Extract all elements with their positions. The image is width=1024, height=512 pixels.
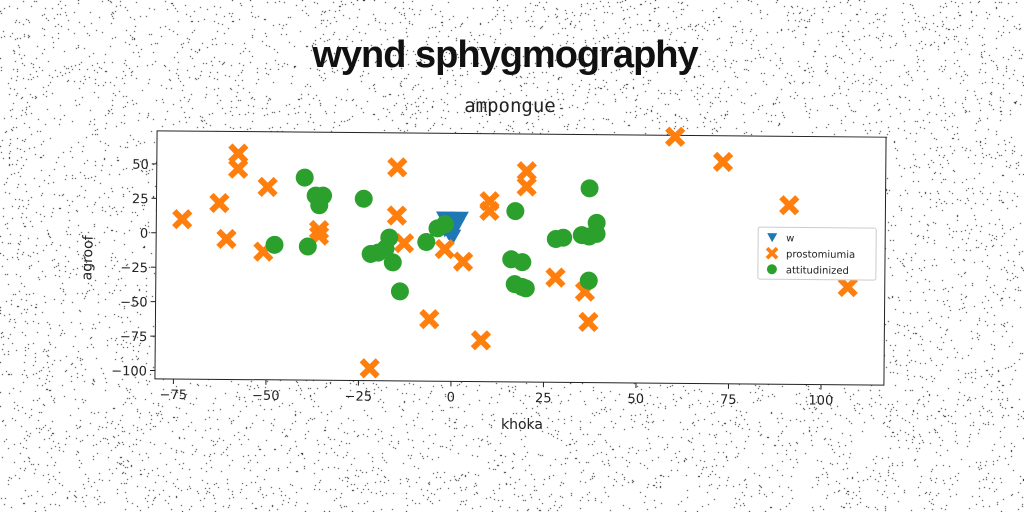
data-point	[434, 238, 455, 260]
x-tick-label: −75	[160, 388, 188, 403]
data-point	[387, 157, 408, 178]
legend-entry: prostomiumia	[786, 249, 855, 261]
data-point	[393, 233, 415, 254]
y-tick-label: 25	[132, 192, 149, 207]
legend-box	[757, 226, 877, 281]
data-point	[452, 251, 474, 272]
figure-title: wynd sphygmography	[312, 34, 698, 76]
x-tick-label: −25	[345, 389, 373, 404]
data-point	[359, 358, 380, 379]
data-point	[554, 228, 573, 247]
y-tick-label: −100	[111, 364, 147, 379]
data-point	[545, 267, 566, 288]
legend-marker	[766, 264, 777, 275]
data-point	[712, 151, 734, 173]
axes-title: ampongue	[464, 95, 556, 117]
y-tick-label: 0	[140, 227, 148, 242]
data-point	[513, 253, 532, 272]
data-point	[470, 330, 492, 351]
data-point	[295, 168, 314, 187]
plot-area: −75 −50 −25 0 25 50 75 100 −100 −75 −50 −25 0 25 50 w…	[111, 126, 887, 409]
data-point	[587, 213, 606, 232]
data-point	[298, 237, 317, 256]
data-point	[383, 253, 402, 272]
x-axis-ticks: −75 −50 −25 0 25 50 75 100	[160, 378, 833, 409]
x-tick-label: −50	[252, 389, 280, 404]
data-point	[664, 126, 686, 147]
data-point	[579, 271, 598, 290]
data-point	[506, 202, 525, 221]
data-point	[443, 229, 462, 246]
x-tick-label: 0	[447, 390, 455, 405]
data-point	[516, 176, 537, 197]
y-tick-label: −50	[120, 295, 148, 310]
x-tick-label: 75	[720, 393, 737, 408]
x-tick-label: 100	[808, 394, 833, 409]
data-point	[516, 161, 537, 182]
data-point	[417, 233, 436, 252]
data-point	[354, 189, 373, 208]
data-point	[516, 279, 535, 298]
data-point	[580, 179, 599, 198]
data-point	[265, 235, 284, 254]
data-point	[209, 192, 230, 214]
data-point	[257, 176, 278, 198]
x-tick-label: 25	[535, 391, 552, 406]
data-point	[172, 209, 193, 230]
data-marks	[172, 126, 858, 379]
data-point	[578, 311, 599, 333]
y-tick-label: 50	[132, 158, 149, 173]
data-point	[380, 228, 399, 247]
data-point	[419, 309, 440, 330]
y-axis-ticks: −100 −75 −50 −25 0 25 50	[111, 158, 157, 379]
legend-entry: w	[786, 233, 794, 244]
data-point	[386, 205, 408, 226]
legend: w prostomiumia attitudinized	[757, 226, 877, 281]
y-axis-label: agroof	[79, 234, 97, 281]
x-axis-label: khoka	[501, 417, 543, 433]
data-point	[216, 228, 237, 250]
data-point	[390, 282, 409, 301]
data-point	[228, 158, 249, 179]
legend-marker	[767, 233, 778, 243]
y-tick-label: −75	[120, 330, 148, 345]
data-point	[308, 219, 330, 241]
data-point	[435, 215, 454, 234]
data-point	[479, 200, 500, 222]
data-point	[779, 195, 800, 216]
data-point	[837, 276, 858, 298]
x-tick-label: 50	[627, 392, 644, 407]
y-tick-label: −25	[120, 261, 148, 276]
legend-entry: attitudinized	[786, 265, 849, 277]
legend-marker	[765, 246, 779, 260]
data-point	[310, 196, 329, 215]
data-point	[228, 143, 249, 164]
